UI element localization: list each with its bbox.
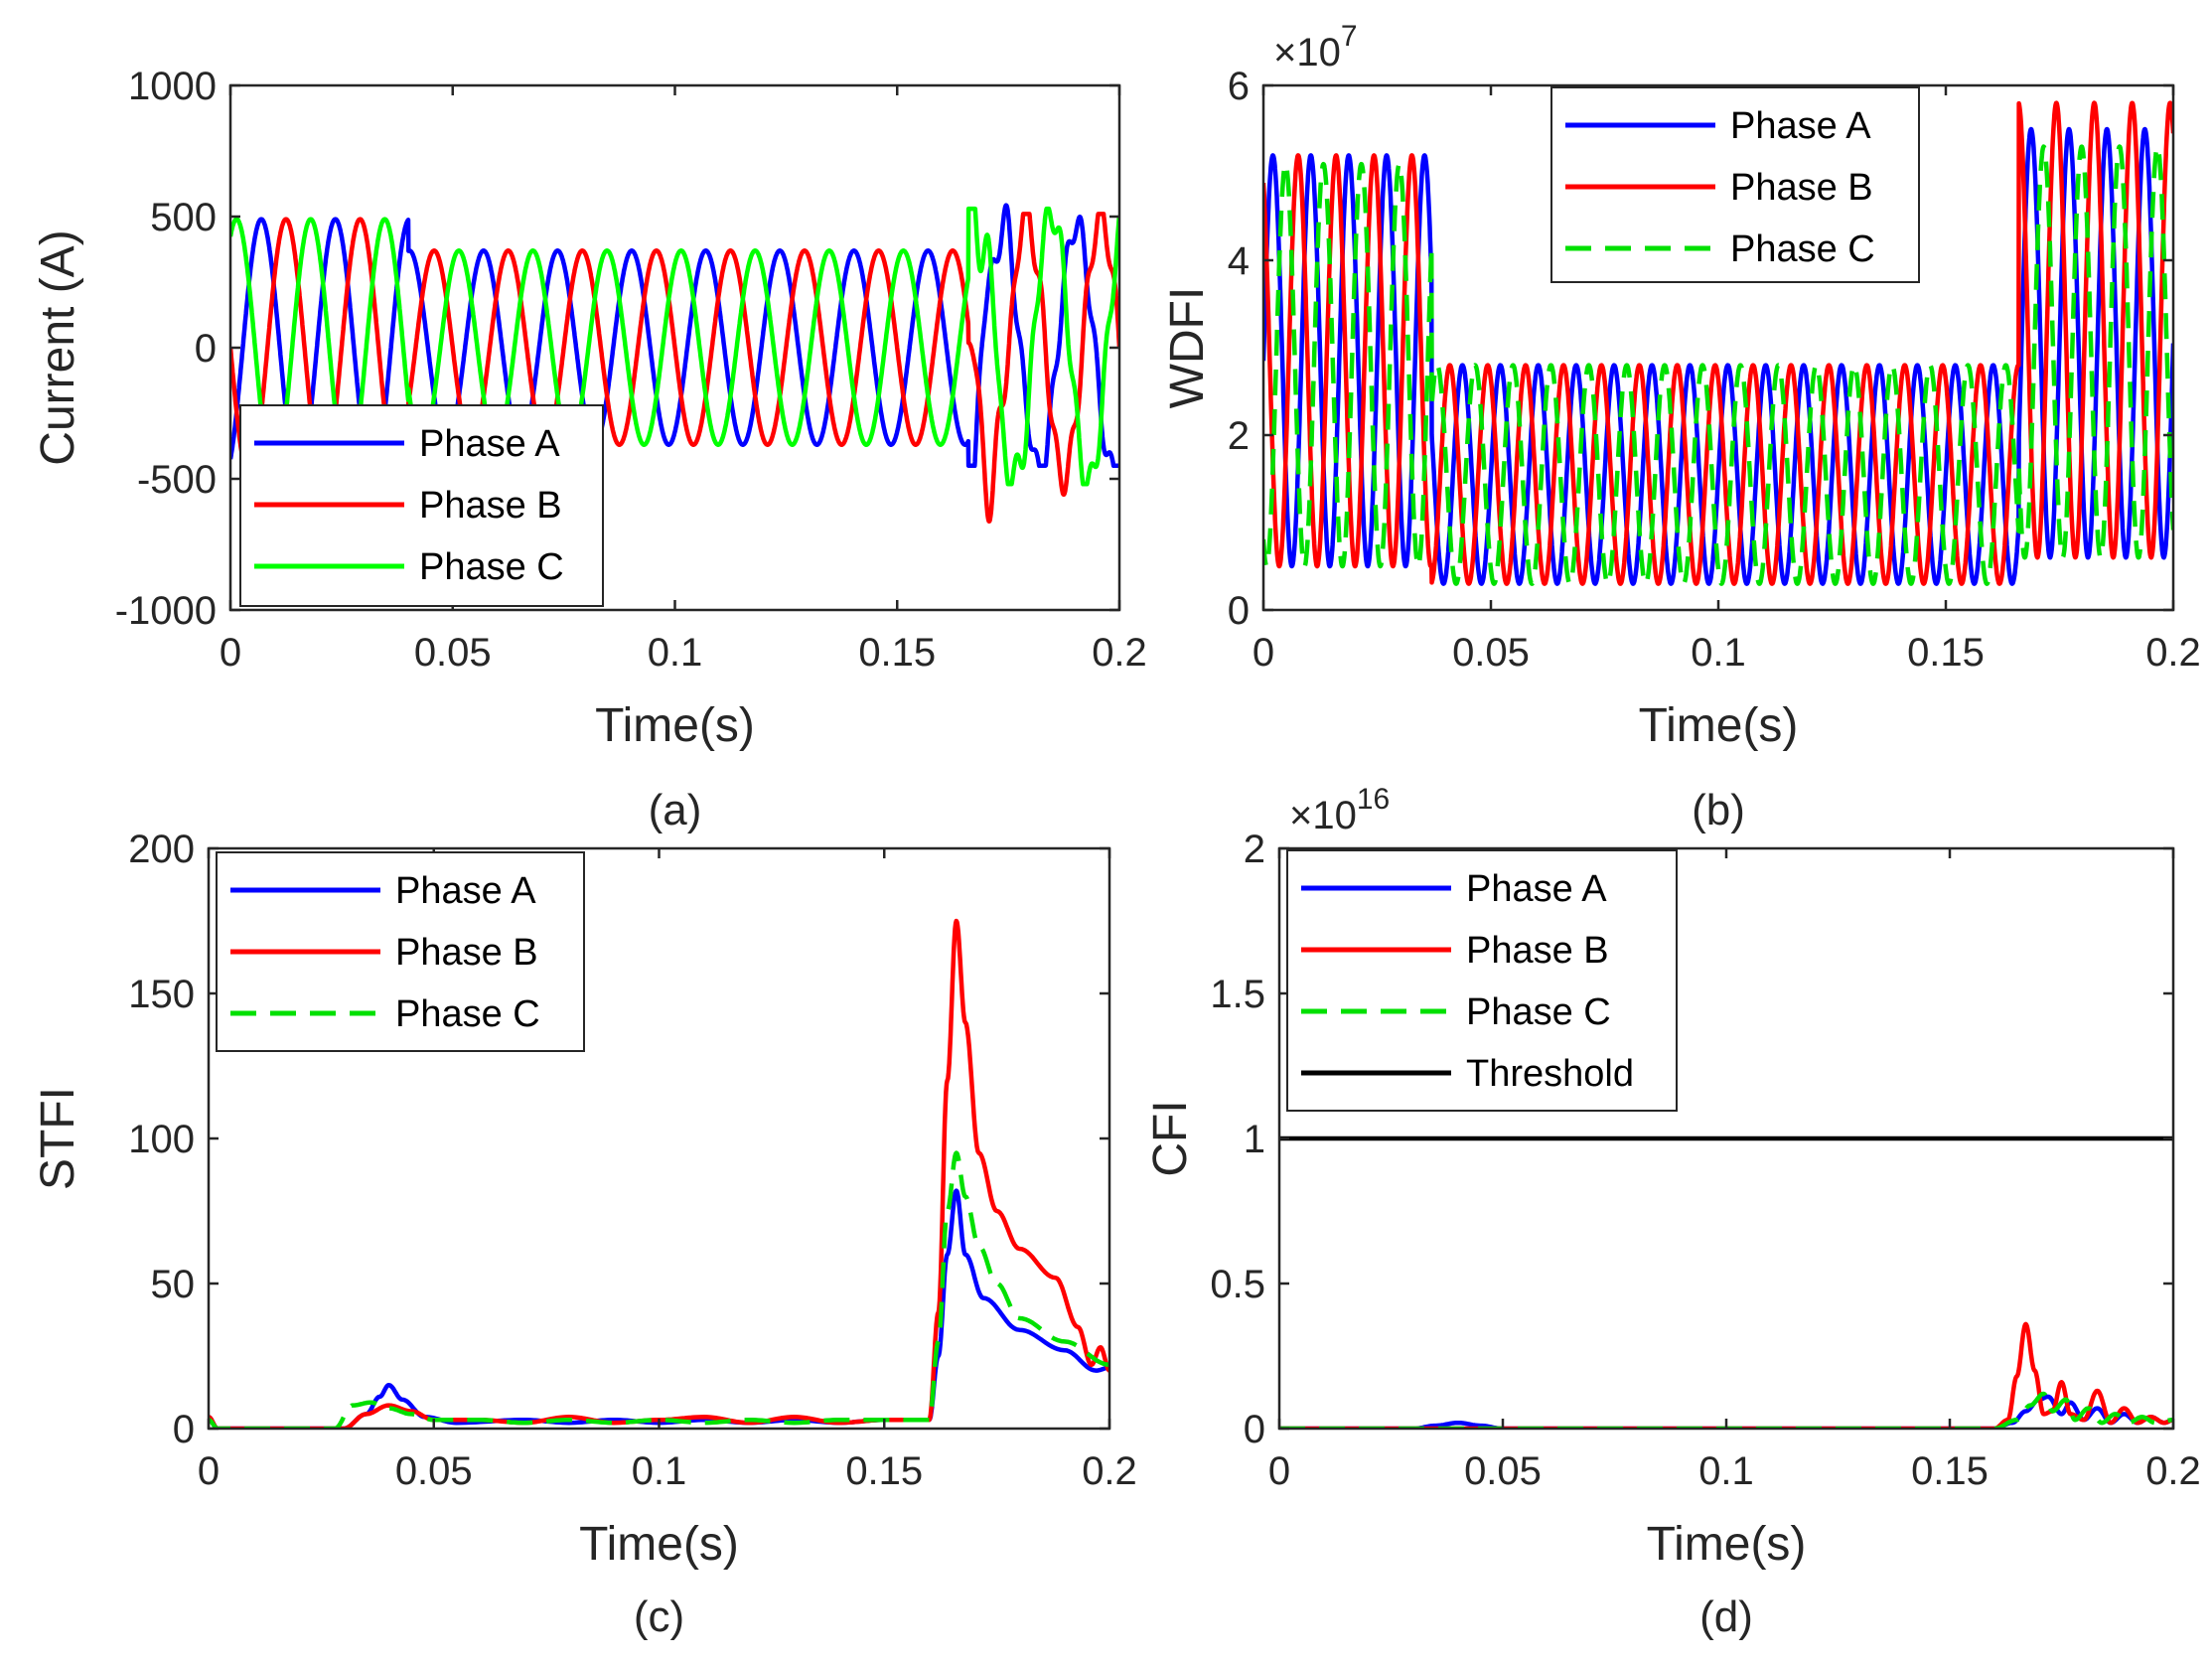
x-tick-label: 0.05	[414, 631, 492, 675]
legend-entry-label: Threshold	[1466, 1053, 1634, 1095]
chart-panel-a: 0 0.05 0.1 0.15 0.2 -1000 -500 0 500 1000 Time(s) C…	[32, 65, 1147, 834]
legend: Phase A Phase B Phase C	[239, 404, 604, 607]
y-axis-label: Current (A)	[32, 229, 84, 465]
chart-panel-d: 0 0.05 0.1 0.15 0.2 0 0.5 1 1.5 2 Time(s) CFI (d) ×10…	[1144, 783, 2201, 1641]
x-tick-label: 0.1	[632, 1449, 687, 1493]
x-axis-label: Time(s)	[1647, 1518, 1807, 1571]
y-tick-label: 0.5	[1210, 1263, 1265, 1306]
panel-caption: (b)	[1692, 786, 1745, 834]
y-tick-label: 0	[195, 327, 217, 371]
x-tick-label: 0.15	[858, 631, 936, 675]
y-tick-label: 2	[1228, 414, 1250, 458]
series-line-phase-b	[230, 212, 1119, 525]
x-tick-label: 0.2	[1082, 1449, 1137, 1493]
legend-entry-label: Phase C	[1730, 228, 1875, 270]
y-tick-label: -1000	[115, 589, 217, 633]
multiplier-exponent: 7	[1341, 20, 1358, 53]
x-tick-label: 0.05	[395, 1449, 473, 1493]
series-group	[209, 918, 1109, 1429]
legend: Phase A Phase B Phase C	[1550, 86, 1920, 283]
legend-box	[1286, 849, 1678, 1112]
y-axis-label: CFI	[1144, 1100, 1197, 1176]
chart-panel-b: 0 0.05 0.1 0.15 0.20246Time(s)WDFI(b)×107Pha…	[1161, 20, 2201, 834]
series-line-phase-b	[209, 918, 1109, 1429]
x-tick-label: 0.1	[1698, 1449, 1754, 1493]
y-tick-label: 500	[150, 196, 217, 239]
legend-entry-label: Phase B	[395, 932, 538, 974]
legend-box	[239, 404, 604, 607]
series-line-phase-b	[1263, 100, 2173, 586]
y-tick-label: 50	[151, 1263, 196, 1306]
axis-multiplier: ×1016	[1289, 783, 1390, 837]
x-tick-label: 0.2	[2145, 631, 2201, 675]
x-tick-label: 0	[198, 1449, 220, 1493]
legend-entry-label: Phase A	[419, 423, 560, 465]
legend-entry-label: Phase A	[395, 870, 536, 912]
x-tick-label: 0	[1268, 1449, 1290, 1493]
x-tick-label: 0.2	[2145, 1449, 2201, 1493]
y-axis-label: STFI	[32, 1087, 84, 1190]
y-tick-label: 1000	[128, 65, 217, 108]
x-tick-label: 0.15	[1907, 631, 1985, 675]
y-tick-label: -500	[137, 458, 217, 502]
y-tick-label: 200	[128, 828, 195, 871]
x-axis-label: Time(s)	[1639, 699, 1799, 752]
y-tick-label: 6	[1228, 65, 1250, 108]
x-tick-label: 0.15	[845, 1449, 923, 1493]
legend-entry-label: Phase A	[1730, 105, 1871, 147]
legend-entry-label: Phase B	[1466, 930, 1609, 972]
series-line-phase-a	[1263, 126, 2173, 586]
multiplier-base: ×10	[1273, 31, 1341, 75]
y-tick-label: 0	[173, 1408, 195, 1451]
x-axis-label: Time(s)	[579, 1518, 739, 1571]
y-tick-label: 100	[128, 1118, 195, 1161]
x-tick-label: 0.1	[1691, 631, 1746, 675]
legend: Phase A Phase B Phase C Threshold	[1286, 849, 1678, 1112]
y-tick-label: 150	[128, 973, 195, 1016]
x-tick-label: 0.05	[1452, 631, 1530, 675]
legend-entry-label: Phase C	[1466, 991, 1611, 1033]
y-tick-label: 0	[1244, 1408, 1265, 1451]
x-tick-label: 0.05	[1464, 1449, 1542, 1493]
y-tick-label: 2	[1244, 828, 1265, 871]
legend-entry-label: Phase C	[419, 546, 564, 588]
series-line-phase-c	[1263, 144, 2173, 586]
legend-entry-label: Phase B	[419, 485, 562, 527]
x-tick-label: 0.2	[1092, 631, 1147, 675]
legend-entry-label: Phase C	[395, 993, 540, 1035]
multiplier-base: ×10	[1289, 794, 1357, 837]
panel-caption: (c)	[634, 1592, 684, 1641]
panel-caption: (d)	[1699, 1592, 1753, 1641]
series-line-phase-c	[230, 206, 1119, 487]
multiplier-exponent: 16	[1357, 783, 1390, 816]
x-tick-label: 0	[1253, 631, 1274, 675]
series-line-phase-c	[209, 1150, 1109, 1429]
series-line-phase-c	[1279, 1391, 2173, 1429]
series-group	[1263, 100, 2173, 586]
y-tick-label: 1	[1244, 1118, 1265, 1161]
y-tick-label: 1.5	[1210, 973, 1265, 1016]
x-tick-label: 0.1	[648, 631, 703, 675]
legend: Phase A Phase B Phase C	[216, 851, 585, 1052]
x-axis-label: Time(s)	[595, 699, 755, 752]
panel-caption: (a)	[649, 786, 702, 834]
series-group	[1279, 1135, 2173, 1429]
legend-entry-label: Phase B	[1730, 167, 1873, 209]
chart-panel-c: 0 0.05 0.1 0.15 0.2 0 50 100 150 200 Time(s) STFI (c…	[32, 828, 1137, 1641]
y-axis-label: WDFI	[1161, 287, 1214, 409]
y-tick-label: 0	[1228, 589, 1250, 633]
legend-entry-label: Phase A	[1466, 868, 1607, 910]
axis-multiplier: ×107	[1273, 20, 1358, 75]
x-tick-label: 0.15	[1911, 1449, 1989, 1493]
y-tick-label: 4	[1228, 239, 1250, 283]
x-tick-label: 0	[220, 631, 241, 675]
